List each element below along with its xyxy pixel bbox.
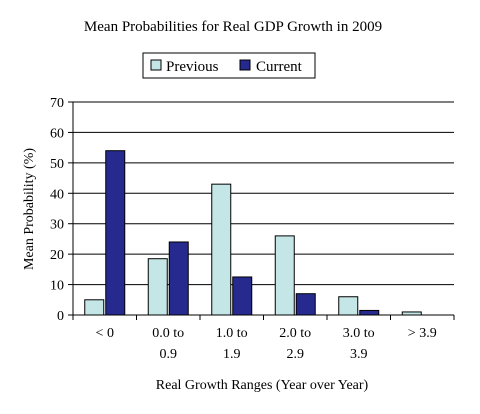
y-tick-label: 30 <box>50 218 64 233</box>
bar-previous-3 <box>274 235 295 316</box>
y-tick-label: 60 <box>50 126 64 141</box>
y-tick-label: 10 <box>50 279 64 294</box>
y-tick-label: 20 <box>50 248 64 263</box>
legend-box <box>142 52 316 79</box>
y-tick-label: 0 <box>57 309 64 324</box>
bar-previous-0 <box>84 299 105 316</box>
x-tick-label: 1.0 to 1.9 <box>216 326 248 362</box>
bar-current-4 <box>359 309 380 316</box>
x-tick-label: > 3.9 <box>408 326 437 341</box>
bars <box>84 150 422 316</box>
legend: Previous Current <box>142 52 316 79</box>
x-axis-label: Real Growth Ranges (Year over Year) <box>156 378 369 393</box>
bar-current-2 <box>232 276 253 316</box>
y-tick-label: 50 <box>50 157 64 172</box>
y-tick-label: 40 <box>50 187 64 202</box>
bar-previous-1 <box>147 258 168 316</box>
y-tick-labels: 0 10 20 30 40 50 60 70 <box>50 96 64 324</box>
x-tick-labels: < 0 0.0 to 0.9 1.0 to 1.9 2.0 to 2.9 3.0 to 3.9 >… <box>96 326 437 362</box>
bar-current-1 <box>168 241 189 316</box>
y-axis-label: Mean Probability (%) <box>22 148 37 270</box>
x-tick-label: < 0 <box>96 326 114 341</box>
x-tick-label: 0.0 to 0.9 <box>152 326 184 362</box>
x-tick-label: 3.0 to 3.9 <box>343 326 375 362</box>
bar-previous-4 <box>338 296 359 316</box>
chart-title: Mean Probabilities for Real GDP Growth i… <box>84 19 382 35</box>
x-tick-label: 2.0 to 2.9 <box>279 326 311 362</box>
legend-label-previous: Previous <box>166 59 219 75</box>
bar-previous-2 <box>211 183 232 316</box>
bar-current-3 <box>295 293 316 316</box>
bar-current-0 <box>105 150 126 316</box>
y-tick-label: 70 <box>50 96 64 111</box>
legend-label-current: Current <box>256 59 303 75</box>
gridlines <box>73 101 454 286</box>
legend-swatch-previous <box>150 59 162 71</box>
legend-swatch-current <box>239 59 251 71</box>
axes <box>68 101 455 320</box>
